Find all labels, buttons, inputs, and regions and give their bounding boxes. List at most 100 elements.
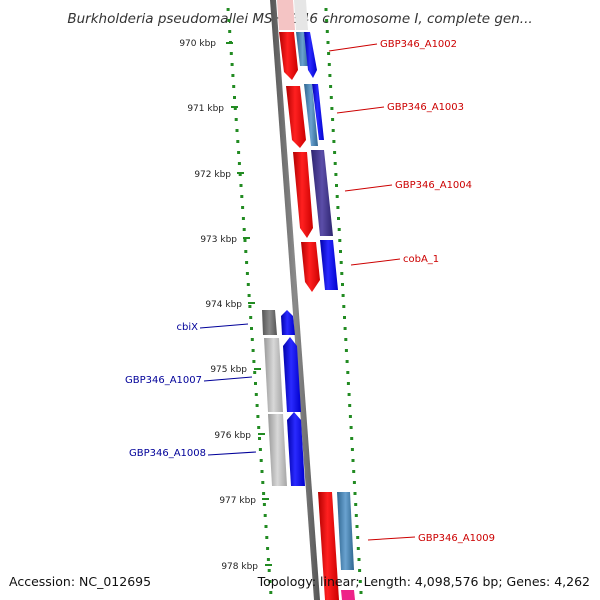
ruler-dot — [262, 503, 266, 506]
ruler-tick-label: 975 kbp — [210, 365, 247, 375]
cds-arrow — [318, 492, 339, 600]
cds-arrow — [337, 492, 354, 570]
ruler-dot — [227, 19, 231, 22]
ruler-dot — [233, 107, 237, 110]
label-leader — [328, 43, 378, 52]
ruler-dot — [326, 41, 330, 44]
ruler-dot — [269, 591, 273, 594]
gene-label[interactable]: GBP346_A1007 — [125, 375, 202, 386]
ruler-dot — [327, 63, 331, 66]
ruler-dot — [357, 558, 361, 561]
ruler-dot — [344, 338, 348, 341]
ruler-dot — [233, 96, 236, 99]
ruler-dot — [342, 305, 346, 308]
ruler-dot — [265, 536, 269, 539]
cds-arrow — [293, 152, 313, 238]
ruler-dot — [237, 151, 241, 154]
ruler-dot — [245, 261, 249, 264]
ruler-tick — [231, 106, 238, 108]
ruler-dot — [327, 52, 331, 55]
ruler-dot — [254, 382, 257, 385]
ruler-dot — [261, 481, 265, 484]
label-leader — [336, 106, 385, 114]
ruler-dot — [263, 514, 267, 517]
ruler-dot — [266, 558, 270, 561]
ruler-dot — [352, 481, 356, 484]
ruler-dot — [259, 459, 263, 462]
ruler-dot — [354, 514, 358, 517]
ruler-dot — [345, 360, 349, 363]
ruler-dot — [256, 415, 260, 418]
ruler-dot — [350, 448, 354, 451]
gene-label[interactable]: GBP346_A1008 — [129, 448, 206, 459]
gene-label[interactable]: GBP346_A1003 — [387, 102, 464, 113]
cds-arrow — [312, 84, 324, 140]
ruler-tick-label: 978 kbp — [221, 562, 258, 572]
ruler-dot — [333, 151, 337, 154]
ruler-dot — [338, 239, 342, 242]
ruler-dot — [339, 250, 342, 253]
gene-label[interactable]: cobA_1 — [403, 254, 439, 265]
ruler-dot — [250, 338, 254, 341]
ruler-dot — [343, 316, 346, 319]
cds-arrow — [296, 32, 309, 66]
ruler-dot — [246, 283, 250, 286]
ruler-dot — [249, 316, 253, 319]
ruler-dot — [229, 52, 233, 55]
ruler-dot — [260, 470, 264, 473]
label-leader — [199, 323, 249, 329]
ruler-tick-label: 976 kbp — [214, 431, 251, 441]
gene-label[interactable]: GBP346_A1009 — [418, 533, 495, 544]
gene-label[interactable]: GBP346_A1004 — [395, 180, 472, 191]
cds-arrow — [286, 86, 306, 148]
ruler-dot — [267, 569, 271, 572]
ruler-dot — [247, 294, 251, 297]
label-leader — [350, 258, 401, 266]
ruler-dot — [355, 525, 359, 528]
accession-text: Accession: NC_012695 — [9, 574, 151, 589]
gene-label[interactable]: cbiX — [177, 322, 199, 333]
ruler-dot — [325, 19, 329, 22]
ruler-dot — [354, 503, 358, 506]
ruler-dot — [335, 195, 339, 198]
ruler: 970 kbp 971 kbp 972 kbp 973 kbp 974 kbp … — [179, 39, 272, 572]
ruler-dot — [352, 470, 356, 473]
ruler-dot — [234, 118, 238, 121]
ruler-tick — [248, 302, 255, 304]
cds-arrow — [304, 84, 318, 146]
ruler-dot — [240, 195, 244, 198]
reverse-track — [262, 310, 305, 486]
cds-arrow — [304, 32, 317, 78]
cds-arrow — [287, 412, 305, 486]
ruler-dot — [341, 283, 344, 286]
cds-arrow — [311, 150, 333, 236]
cds-arrow — [279, 32, 298, 80]
ruler-dot — [230, 63, 234, 66]
cds-arrow — [301, 242, 320, 292]
ruler-dot — [359, 591, 363, 594]
ruler-dot — [347, 393, 351, 396]
sequence-backbone — [270, 0, 320, 600]
ruler-tick — [226, 42, 233, 44]
ruler-dot — [236, 140, 240, 143]
ruler-dot — [264, 525, 268, 528]
ruler-dot — [350, 437, 354, 440]
label-leader — [207, 451, 257, 456]
ruler-dot — [348, 415, 352, 418]
ruler-dot — [235, 129, 239, 132]
gene-label[interactable]: GBP346_A1002 — [380, 39, 457, 50]
ruler-tick-label: 971 kbp — [187, 104, 224, 114]
ruler-dot — [336, 206, 340, 209]
ruler-tick-label: 970 kbp — [179, 39, 216, 49]
ruler-dot — [351, 459, 355, 462]
ruler-dot — [329, 85, 333, 88]
ruler-dot — [349, 426, 353, 429]
ruler-dot — [258, 437, 261, 440]
ruler-dot — [358, 569, 362, 572]
ruler-dot — [330, 107, 334, 110]
ruler-dot — [331, 118, 335, 121]
ruler-dot — [348, 404, 352, 407]
ruler-dot — [238, 173, 242, 176]
ruler-tick-label: 972 kbp — [194, 170, 231, 180]
